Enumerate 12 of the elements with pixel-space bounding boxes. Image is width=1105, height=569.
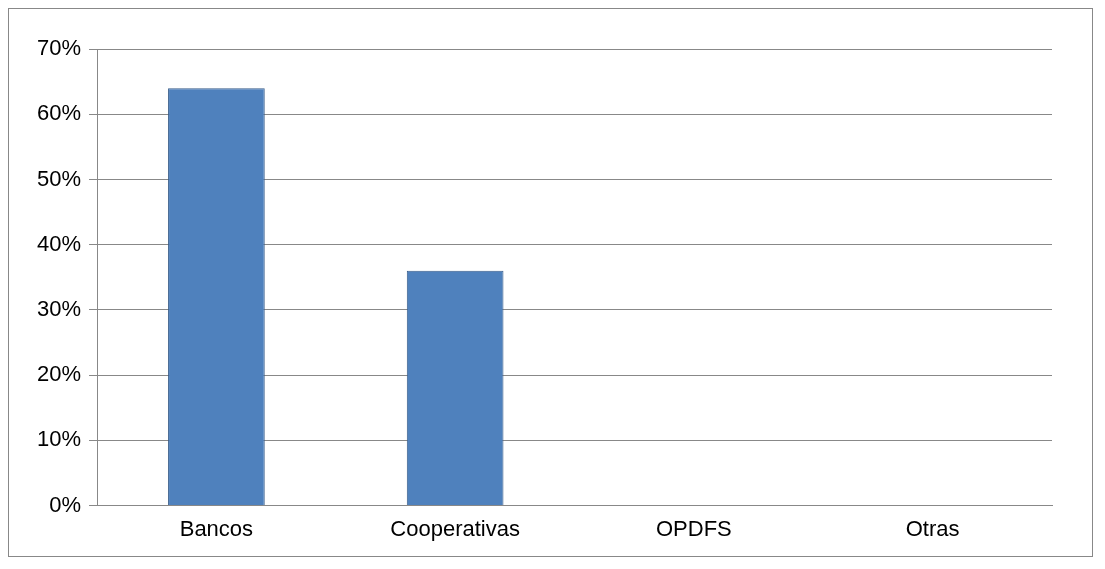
x-tick-label: Bancos <box>179 515 254 541</box>
x-tick-label: Cooperativas <box>390 515 520 541</box>
x-tick-label: OPDFS <box>655 515 732 541</box>
y-tick-label: 50% <box>36 165 82 191</box>
y-tick-label: 60% <box>36 100 82 126</box>
y-tick-label: 10% <box>36 426 82 452</box>
y-tick-label: 70% <box>36 35 82 61</box>
y-tick-label: 40% <box>36 230 82 256</box>
y-tick-label: 20% <box>36 361 82 387</box>
y-tick-label: 0% <box>49 491 82 517</box>
y-tick-label: 30% <box>36 295 82 321</box>
x-tick-label: Otras <box>905 515 960 541</box>
